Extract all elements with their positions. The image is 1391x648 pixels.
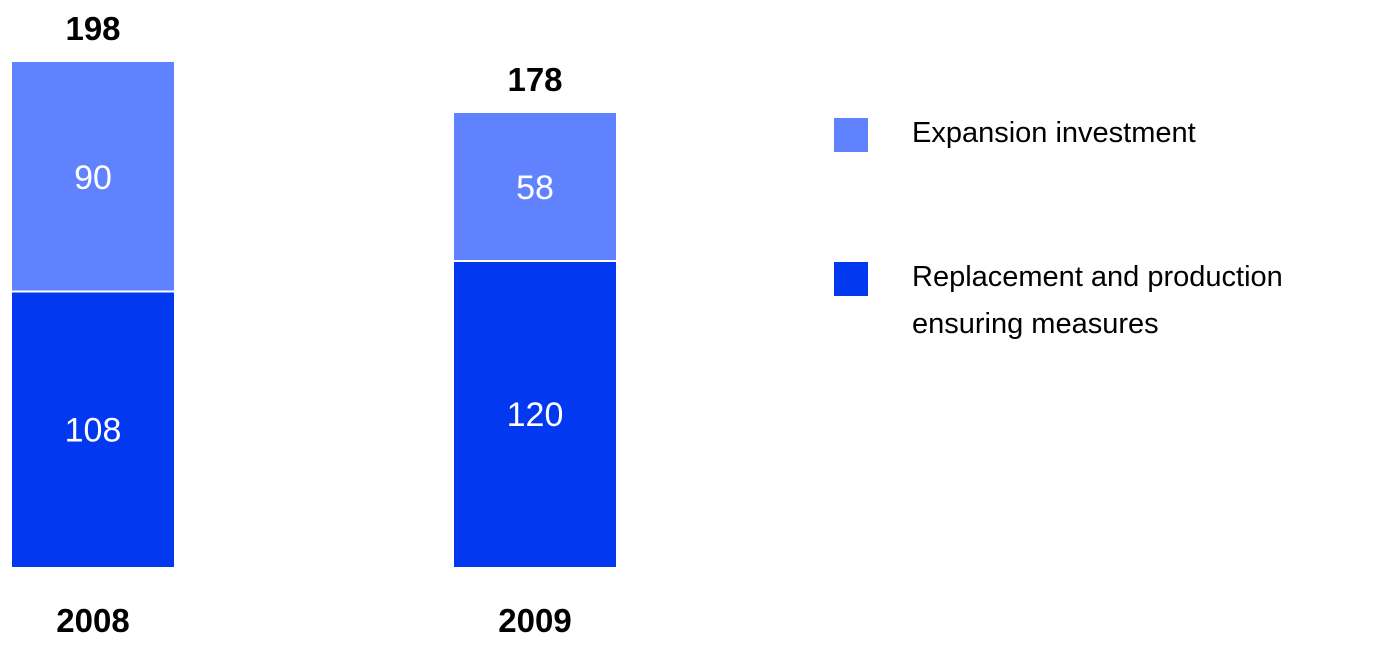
bar-segment-expansion-2008 xyxy=(12,62,174,292)
legend-item-replacement: Replacement and production ensuring meas… xyxy=(834,254,1374,340)
chart-legend: Expansion investment Replacement and pro… xyxy=(834,110,1374,340)
chart-plot-area: 108 90 198 2008 120 58 178 2009 xyxy=(12,10,616,639)
legend-label-replacement: Replacement and production ensuring meas… xyxy=(912,261,1283,340)
bar-total-label-2008: 198 xyxy=(65,10,120,47)
legend-swatch-replacement xyxy=(834,262,868,296)
legend-swatch-expansion xyxy=(834,118,868,152)
bar-segment-replacement-2009 xyxy=(454,260,616,567)
bar-segment-replacement-2008 xyxy=(12,291,174,567)
segment-value-label-expansion-2008: 90 xyxy=(74,159,112,197)
segment-value-label-replacement-2008: 108 xyxy=(65,411,122,449)
segment-value-label-expansion-2009: 58 xyxy=(516,169,554,207)
bar-total-label-2009: 178 xyxy=(507,61,562,98)
category-label-2008: 2008 xyxy=(56,602,129,639)
legend-label-expansion: Expansion investment xyxy=(912,117,1196,149)
segment-value-label-replacement-2009: 120 xyxy=(507,396,564,434)
bar-segment-expansion-2009 xyxy=(454,113,616,261)
category-label-2009: 2009 xyxy=(498,602,571,639)
legend-item-expansion: Expansion investment xyxy=(834,110,1374,152)
